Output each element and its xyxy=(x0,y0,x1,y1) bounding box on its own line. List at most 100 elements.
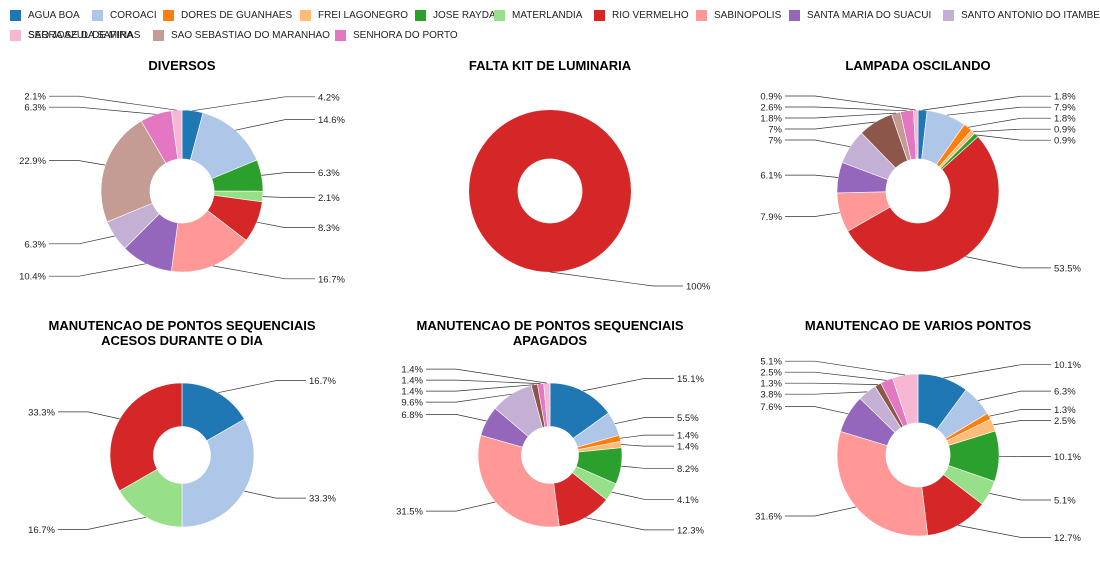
legend-swatch xyxy=(10,29,21,41)
legend-swatch xyxy=(594,9,605,21)
legend-item: FREI LAGONEGRO xyxy=(300,8,408,22)
slice-label: 33.3% xyxy=(28,407,55,418)
slice-label: 6.8% xyxy=(401,410,423,421)
legend-item: MATERLANDIA xyxy=(494,8,582,22)
slice-label: 16.7% xyxy=(309,376,336,387)
pie-chart: MANUTENCAO DE VARIOS PONTOS 10.1% 6.3% 1.3%… xyxy=(755,318,1081,544)
legend-item: SAO SEBASTIAO DO MARANHAO xyxy=(153,28,330,42)
slice-label: 2.1% xyxy=(24,92,46,103)
chart-legend: AGUA BOA COROACI DORES DE GUANHAES FREI LAG… xyxy=(10,8,1100,48)
legend-label: SERRA AZUL DE MINAS xyxy=(28,29,141,41)
slice-label: 1.8% xyxy=(760,114,782,125)
leader-line xyxy=(989,409,1051,417)
legend-item: AGUA BOA xyxy=(10,8,80,22)
leader-line xyxy=(973,128,1051,133)
leader-line xyxy=(218,380,306,394)
slice-label: 33.3% xyxy=(309,494,336,505)
donut-hole xyxy=(521,426,579,484)
slice-label: 6.3% xyxy=(24,239,46,250)
leader-line xyxy=(585,517,674,531)
leader-line xyxy=(785,121,876,130)
slice-label: 8.2% xyxy=(677,464,699,475)
slice-label: 12.7% xyxy=(1054,533,1081,544)
legend-swatch xyxy=(943,9,954,21)
leader-line xyxy=(614,417,674,425)
slice-label: 8.3% xyxy=(318,223,340,234)
legend-item: COROACI xyxy=(92,8,157,22)
leader-line xyxy=(235,119,315,131)
legend-swatch xyxy=(10,9,21,21)
slice-label: 2.5% xyxy=(1054,416,1076,427)
slice-label: 1.4% xyxy=(677,442,699,453)
slice-label: 2.6% xyxy=(760,103,782,114)
chart-title: FALTA KIT DE LUMINARIA xyxy=(469,58,632,73)
leader-line xyxy=(785,106,907,112)
leader-line xyxy=(611,491,674,500)
slice-label: 31.6% xyxy=(755,512,782,523)
legend-swatch xyxy=(300,9,311,21)
slice-label: 4.1% xyxy=(677,495,699,506)
legend-swatch xyxy=(153,29,164,41)
donut-hole xyxy=(517,158,583,224)
slice-label: 1.4% xyxy=(401,365,423,376)
leader-line xyxy=(426,368,547,384)
leader-line xyxy=(426,384,535,392)
chart-title: MANUTENCAO DE PONTOS SEQUENCIAIS xyxy=(416,318,683,333)
slice-label: 6.3% xyxy=(24,103,46,114)
leader-line xyxy=(49,106,156,115)
leader-line xyxy=(958,525,1051,538)
legend-label: MATERLANDIA xyxy=(512,9,583,21)
slice-label: 9.6% xyxy=(401,398,423,409)
slice-label: 7.6% xyxy=(760,402,782,413)
legend-label: SENHORA DO PORTO xyxy=(353,29,458,41)
legend-item: DORES DE GUANHAES xyxy=(163,8,292,22)
slice-label: 1.4% xyxy=(401,387,423,398)
leader-line xyxy=(256,221,315,228)
slice-label: 1.3% xyxy=(1054,405,1076,416)
legend-item: JOSE RAYDAN xyxy=(415,8,503,22)
leader-line xyxy=(785,112,896,119)
pie-chart: FALTA KIT DE LUMINARIA 100% xyxy=(469,58,711,293)
leader-line xyxy=(426,393,512,403)
slice-label: 12.3% xyxy=(677,525,704,536)
chart-title: APAGADOS xyxy=(513,333,587,348)
legend-label: SANTA MARIA DO SUACUI xyxy=(807,9,932,21)
leader-line xyxy=(58,516,146,530)
leader-line xyxy=(582,378,674,392)
leader-line xyxy=(976,134,1051,141)
leader-line xyxy=(426,414,487,422)
leader-line xyxy=(785,212,841,217)
legend-swatch xyxy=(696,9,707,21)
slice-label: 5.1% xyxy=(760,357,782,368)
legend-swatch xyxy=(415,9,426,21)
legend-item: SABINOPOLIS xyxy=(696,8,781,22)
slice-label: 0.9% xyxy=(760,92,782,103)
slice-label: 7% xyxy=(768,125,782,136)
leader-line xyxy=(989,493,1051,501)
leader-line xyxy=(785,506,856,517)
leader-line xyxy=(993,420,1051,426)
leader-line xyxy=(967,117,1051,128)
chart-title: MANUTENCAO DE VARIOS PONTOS xyxy=(805,318,1032,333)
slice-label: 10.1% xyxy=(1054,452,1081,463)
slice-label: 100% xyxy=(686,282,711,293)
chart-title: LAMPADA OSCILANDO xyxy=(845,58,990,73)
legend-label: FREI LAGONEGRO xyxy=(318,9,409,21)
legend-label: JOSE RAYDAN xyxy=(433,9,503,21)
leader-line xyxy=(785,139,851,148)
leader-line xyxy=(261,172,315,176)
slice-label: 10.4% xyxy=(19,272,46,283)
leader-line xyxy=(785,371,887,381)
legend-label: AGUA BOA xyxy=(28,9,80,21)
leader-line xyxy=(621,465,674,469)
legend-label: DORES DE GUANHAES xyxy=(181,9,293,21)
leader-line xyxy=(977,390,1051,401)
donut-hole xyxy=(153,426,211,484)
slice-label: 2.1% xyxy=(318,193,340,204)
leader-line xyxy=(922,95,1051,111)
legend-label: SABINOPOLIS xyxy=(714,9,782,21)
leader-line xyxy=(785,391,868,395)
legend-swatch xyxy=(92,9,103,21)
